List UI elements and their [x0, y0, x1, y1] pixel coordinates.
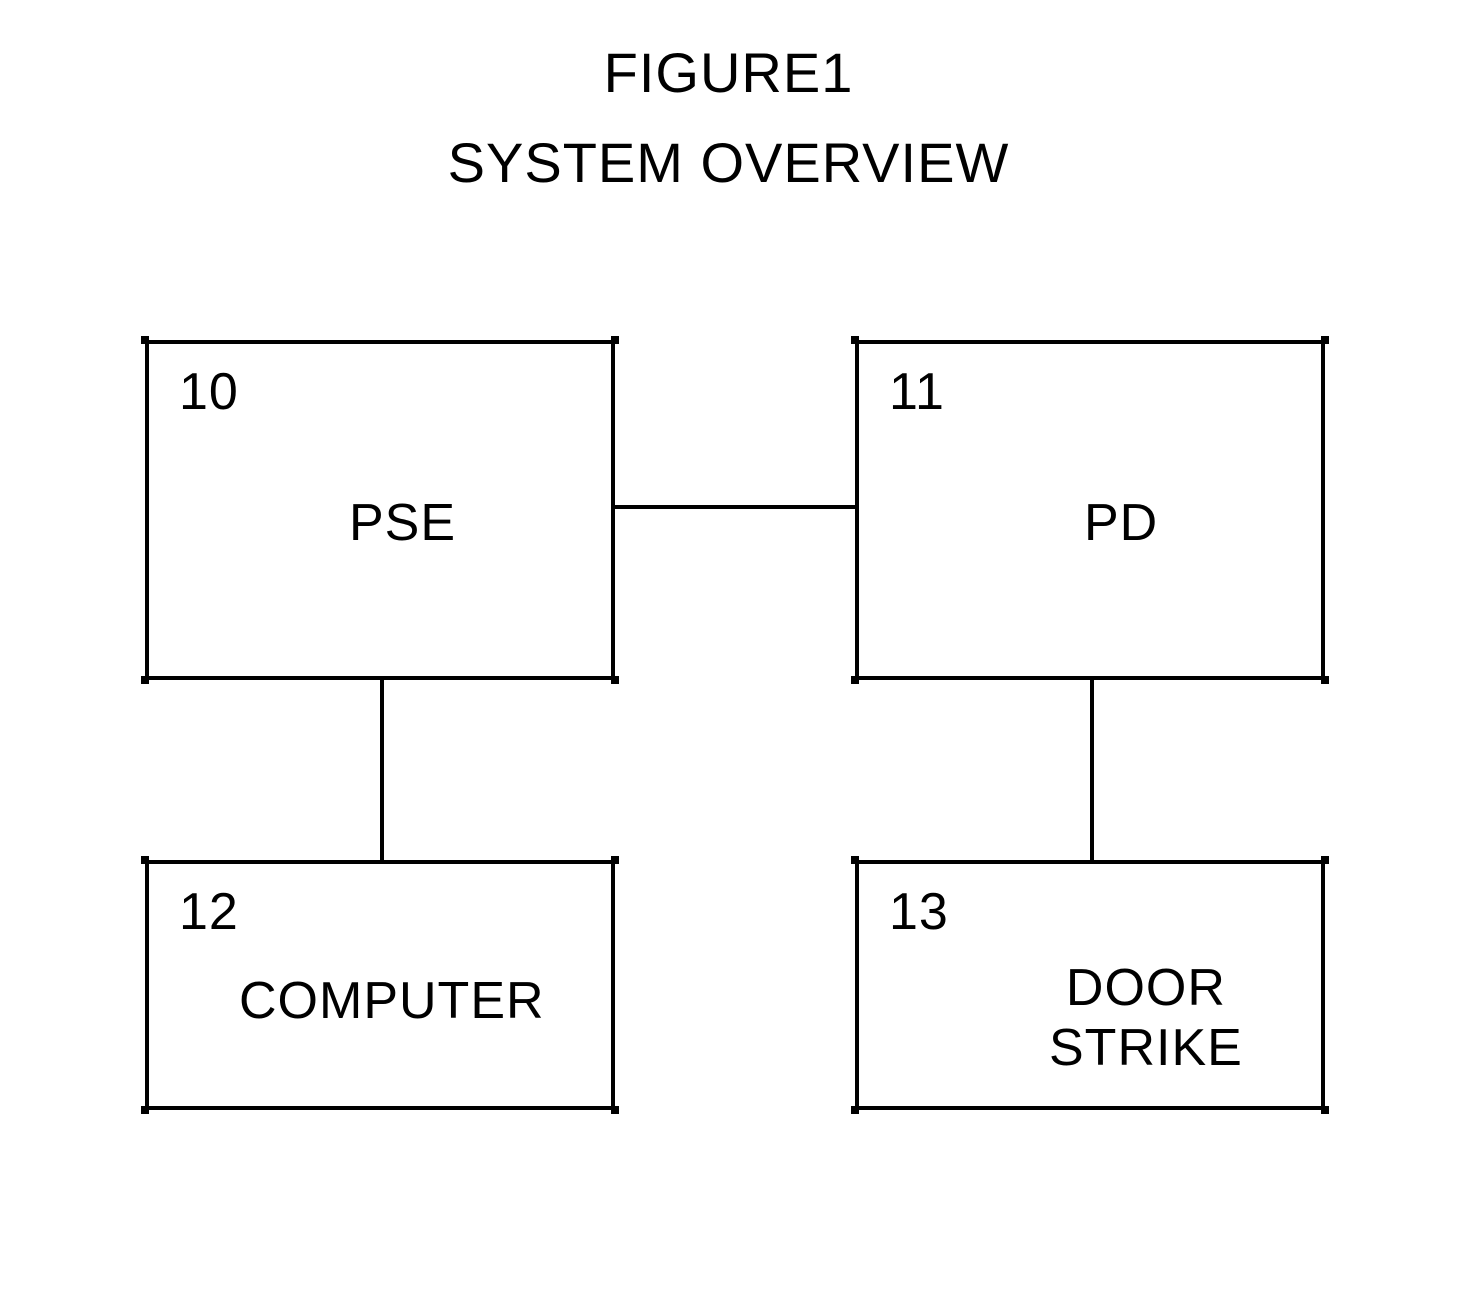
node-id-pd: 11 [889, 362, 945, 422]
node-label-pse: PSE [349, 494, 456, 554]
corner-dot [1321, 676, 1329, 684]
corner-dot [141, 856, 149, 864]
corner-dot [1321, 1106, 1329, 1114]
corner-dot [141, 1106, 149, 1114]
corner-dot [851, 1106, 859, 1114]
edge-pd-doorstrike [1090, 680, 1094, 860]
edge-pse-pd [615, 505, 855, 509]
corner-dot [141, 336, 149, 344]
node-label-pd: PD [1084, 494, 1158, 554]
figure-subtitle: SYSTEM OVERVIEW [0, 130, 1457, 195]
node-label-computer: COMPUTER [239, 972, 545, 1032]
node-doorstrike: 13 DOOR STRIKE [855, 860, 1325, 1110]
node-pse: 10 PSE [145, 340, 615, 680]
corner-dot [851, 856, 859, 864]
node-label-doorstrike: DOOR STRIKE [1049, 959, 1243, 1079]
corner-dot [611, 1106, 619, 1114]
node-id-pse: 10 [179, 362, 239, 422]
node-pd: 11 PD [855, 340, 1325, 680]
corner-dot [1321, 336, 1329, 344]
figure-title: FIGURE1 [0, 40, 1457, 105]
corner-dot [851, 336, 859, 344]
corner-dot [611, 856, 619, 864]
edge-pse-computer [380, 680, 384, 860]
node-id-doorstrike: 13 [889, 882, 949, 942]
corner-dot [611, 336, 619, 344]
corner-dot [611, 676, 619, 684]
corner-dot [851, 676, 859, 684]
node-computer: 12COMPUTER [145, 860, 615, 1110]
corner-dot [1321, 856, 1329, 864]
corner-dot [141, 676, 149, 684]
node-id-computer: 12 [179, 882, 239, 942]
